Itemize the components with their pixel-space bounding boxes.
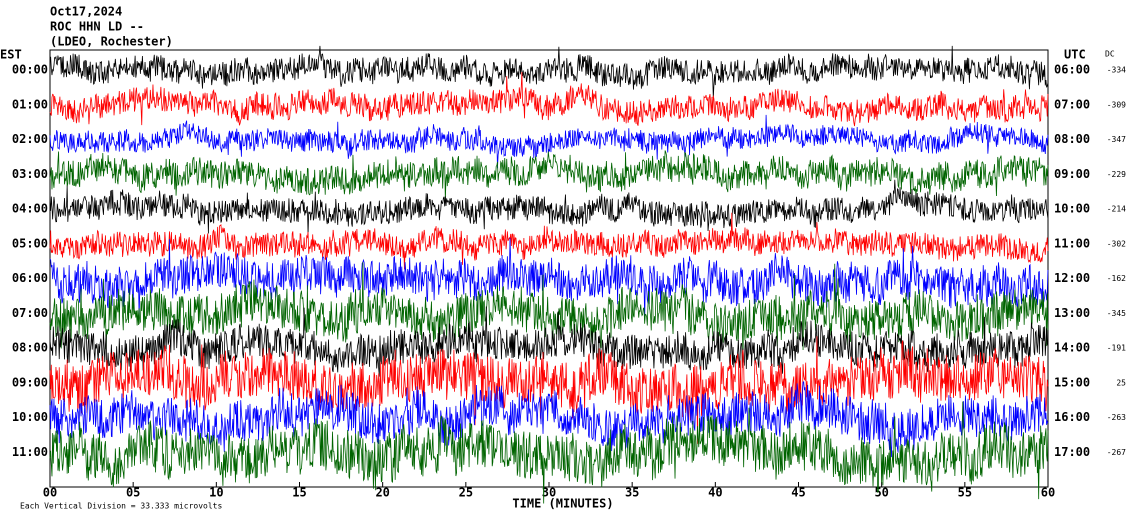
utc-label: 13:00 bbox=[1054, 306, 1090, 320]
trace bbox=[49, 114, 1049, 169]
est-label: 04:00 bbox=[12, 202, 48, 216]
chart-title: Oct17,2024 bbox=[50, 5, 122, 19]
dc-value: -347 bbox=[1107, 135, 1126, 144]
trace bbox=[49, 336, 1049, 444]
station: ROC HHN LD -- bbox=[50, 20, 144, 34]
trace bbox=[49, 212, 1049, 270]
dc-value: -214 bbox=[1107, 205, 1126, 214]
est-label: 00:00 bbox=[12, 63, 48, 77]
utc-label: 10:00 bbox=[1054, 202, 1090, 216]
utc-label: 06:00 bbox=[1054, 63, 1090, 77]
x-tick-label: 30 bbox=[542, 486, 556, 500]
est-label: 02:00 bbox=[12, 132, 48, 146]
est-label: 01:00 bbox=[12, 97, 48, 111]
trace bbox=[49, 262, 1049, 359]
est-label: 09:00 bbox=[12, 375, 48, 389]
dc-value: -334 bbox=[1107, 66, 1126, 75]
utc-label: 07:00 bbox=[1054, 97, 1090, 111]
utc-label: 15:00 bbox=[1054, 375, 1090, 389]
utc-label: 09:00 bbox=[1054, 167, 1090, 181]
x-tick-label: 05 bbox=[126, 486, 140, 500]
x-tick-label: 00 bbox=[43, 486, 57, 500]
x-tick-label: 60 bbox=[1041, 486, 1055, 500]
x-tick-label: 25 bbox=[459, 486, 473, 500]
dc-value: -263 bbox=[1107, 413, 1126, 422]
est-label: 10:00 bbox=[12, 410, 48, 424]
est-label: 06:00 bbox=[12, 271, 48, 285]
dc-value: 25 bbox=[1116, 378, 1126, 387]
footnote: Each Vertical Division = 33.333 microvol… bbox=[20, 502, 222, 511]
trace bbox=[49, 72, 1049, 127]
utc-label: 11:00 bbox=[1054, 236, 1090, 250]
utc-label: 14:00 bbox=[1054, 341, 1090, 355]
dc-value: -191 bbox=[1107, 344, 1126, 353]
trace bbox=[49, 179, 1049, 235]
x-tick-label: 40 bbox=[708, 486, 722, 500]
dc-label: DC bbox=[1105, 50, 1115, 59]
est-label: 05:00 bbox=[12, 236, 48, 250]
dc-value: -267 bbox=[1107, 448, 1126, 457]
trace bbox=[49, 401, 1049, 504]
utc-label: 12:00 bbox=[1054, 271, 1090, 285]
x-tick-label: 20 bbox=[375, 486, 389, 500]
est-label: 03:00 bbox=[12, 167, 48, 181]
x-axis-label: TIME (MINUTES) bbox=[512, 497, 613, 511]
x-tick-label: 50 bbox=[874, 486, 888, 500]
x-tick-label: 55 bbox=[958, 486, 972, 500]
est-label: 08:00 bbox=[12, 341, 48, 355]
dc-value: -229 bbox=[1107, 170, 1126, 179]
dc-value: -302 bbox=[1107, 239, 1126, 248]
trace bbox=[49, 45, 1049, 99]
est-label: 07:00 bbox=[12, 306, 48, 320]
trace bbox=[49, 237, 1049, 321]
right-axis-label: UTC bbox=[1064, 48, 1086, 62]
x-tick-label: 45 bbox=[791, 486, 805, 500]
x-tick-label: 10 bbox=[209, 486, 223, 500]
utc-label: 17:00 bbox=[1054, 445, 1090, 459]
utc-label: 16:00 bbox=[1054, 410, 1090, 424]
trace bbox=[49, 306, 1049, 377]
utc-label: 08:00 bbox=[1054, 132, 1090, 146]
dc-value: -345 bbox=[1107, 309, 1126, 318]
dc-value: -162 bbox=[1107, 274, 1126, 283]
x-tick-label: 35 bbox=[625, 486, 639, 500]
trace bbox=[49, 381, 1049, 458]
location: (LDEO, Rochester) bbox=[50, 35, 173, 49]
x-tick-label: 15 bbox=[292, 486, 306, 500]
dc-value: -309 bbox=[1107, 100, 1126, 109]
trace bbox=[49, 150, 1049, 201]
est-label: 11:00 bbox=[12, 445, 48, 459]
left-axis-label: EST bbox=[0, 48, 22, 62]
